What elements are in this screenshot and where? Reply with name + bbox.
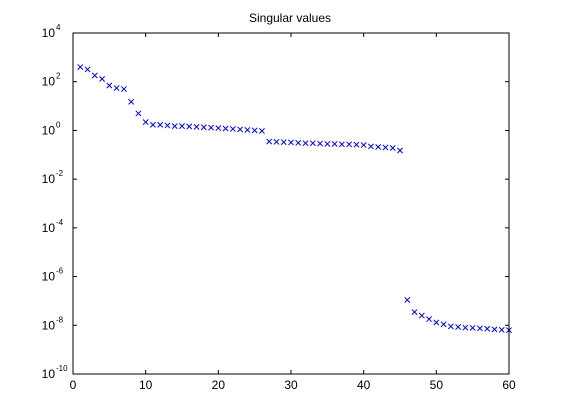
data-point (317, 140, 324, 147)
data-point (353, 141, 360, 148)
data-point (91, 72, 98, 79)
data-point (215, 125, 222, 132)
y-tick-label: 10 2 (42, 72, 61, 89)
x-tick-label: 20 (212, 378, 226, 392)
y-tick-exponent: -2 (56, 169, 64, 178)
data-point (440, 321, 447, 328)
y-tick-exponent: -10 (56, 364, 68, 373)
y-tick-label: 10 -6 (42, 267, 64, 284)
data-point (128, 98, 135, 105)
data-point (164, 122, 171, 129)
data-point (106, 82, 113, 89)
data-point (404, 296, 411, 303)
data-point (360, 142, 367, 149)
y-tick-exponent: -6 (56, 267, 64, 276)
data-point (491, 326, 498, 333)
data-point (418, 312, 425, 319)
data-point (84, 66, 91, 73)
x-tick-label: 40 (357, 378, 371, 392)
y-tick-label: 10 -10 (42, 364, 68, 381)
y-tick-base: 10 (42, 221, 56, 235)
data-point (346, 141, 353, 148)
data-point (447, 323, 454, 330)
data-point (375, 143, 382, 150)
data-point (302, 140, 309, 147)
y-tick-label: 10 -2 (42, 169, 64, 186)
data-point (157, 121, 164, 128)
y-tick-exponent: 0 (56, 120, 61, 129)
x-tick-label: 10 (139, 378, 153, 392)
data-point (237, 126, 244, 133)
data-point (171, 123, 178, 130)
data-point (229, 125, 236, 132)
y-tick-base: 10 (42, 270, 56, 284)
y-tick-label: 10 -4 (42, 218, 64, 235)
data-point (433, 319, 440, 326)
y-tick-label: 10 -8 (42, 315, 64, 332)
data-point (397, 147, 403, 154)
y-tick-base: 10 (42, 318, 56, 332)
data-point (99, 75, 106, 82)
data-point (266, 138, 273, 145)
data-point (193, 123, 200, 130)
y-tick-base: 10 (42, 26, 56, 40)
data-point (222, 125, 229, 132)
data-point (179, 123, 185, 130)
data-point (469, 324, 476, 331)
data-point (389, 145, 396, 151)
data-point (455, 324, 462, 330)
data-point (295, 139, 302, 146)
y-tick-base: 10 (42, 123, 56, 137)
data-point (258, 128, 265, 134)
data-point (244, 126, 251, 133)
data-point (135, 110, 142, 117)
y-tick-base: 10 (42, 172, 56, 186)
chart-title: Singular values (249, 11, 331, 25)
y-tick-exponent: -4 (56, 218, 64, 227)
data-point (113, 85, 120, 91)
data-point (367, 143, 374, 150)
data-point (411, 309, 418, 315)
data-point (208, 124, 215, 131)
data-point (120, 86, 127, 93)
x-tick-label: 60 (502, 378, 516, 392)
data-point (476, 325, 483, 332)
data-point (426, 316, 433, 323)
data-point (484, 325, 491, 332)
data-point (251, 127, 258, 134)
data-point (309, 140, 316, 147)
data-point (498, 326, 505, 333)
data-point (462, 324, 469, 331)
data-point (186, 123, 193, 130)
x-tick-label: 0 (70, 378, 77, 392)
x-tick-label: 30 (284, 378, 298, 392)
y-tick-base: 10 (42, 367, 56, 381)
y-tick-exponent: 4 (56, 23, 61, 32)
data-point (288, 139, 294, 146)
data-point (324, 140, 331, 147)
plot-frame (72, 32, 510, 375)
y-tick-label: 10 4 (42, 23, 61, 40)
y-tick-exponent: 2 (56, 72, 61, 81)
y-tick-exponent: -8 (56, 315, 64, 324)
data-point (149, 121, 156, 128)
x-tick-label: 50 (430, 378, 444, 392)
data-point (382, 144, 389, 151)
data-points (77, 64, 512, 334)
y-tick-label: 10 0 (42, 120, 61, 137)
data-point (280, 139, 287, 146)
data-point (77, 64, 84, 71)
data-point (273, 138, 280, 145)
data-point (200, 124, 207, 131)
y-tick-base: 10 (42, 75, 56, 89)
data-point (338, 141, 345, 148)
data-point (142, 119, 149, 126)
data-point (331, 140, 338, 147)
